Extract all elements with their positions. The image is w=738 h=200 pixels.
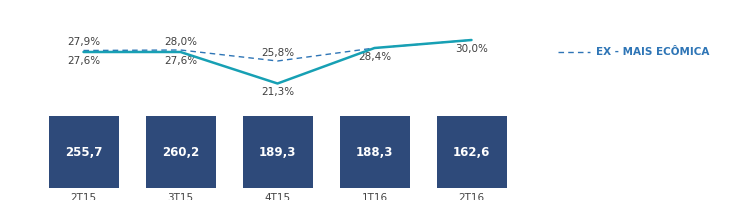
FancyBboxPatch shape — [49, 116, 119, 188]
Text: 188,3: 188,3 — [356, 146, 393, 158]
Text: 27,6%: 27,6% — [67, 56, 100, 66]
Text: 25,8%: 25,8% — [261, 48, 294, 58]
Text: 28,0%: 28,0% — [164, 37, 197, 47]
Text: 4T15: 4T15 — [264, 193, 291, 200]
Text: 21,3%: 21,3% — [261, 88, 294, 98]
Text: 30,0%: 30,0% — [455, 44, 488, 54]
Text: 260,2: 260,2 — [162, 146, 199, 158]
Text: 3T15: 3T15 — [168, 193, 193, 200]
Text: 2T15: 2T15 — [70, 193, 97, 200]
Text: 189,3: 189,3 — [259, 146, 296, 158]
Text: 1T16: 1T16 — [362, 193, 387, 200]
FancyBboxPatch shape — [436, 116, 506, 188]
Text: 27,9%: 27,9% — [67, 38, 100, 47]
Text: 28,4%: 28,4% — [358, 52, 391, 62]
Text: 2T16: 2T16 — [458, 193, 485, 200]
Text: EX - MAIS ECÔMICA: EX - MAIS ECÔMICA — [596, 47, 709, 57]
FancyBboxPatch shape — [145, 116, 215, 188]
FancyBboxPatch shape — [243, 116, 312, 188]
FancyBboxPatch shape — [339, 116, 410, 188]
Text: 162,6: 162,6 — [453, 146, 490, 158]
Text: 255,7: 255,7 — [65, 146, 102, 158]
Text: 27,6%: 27,6% — [164, 56, 197, 66]
